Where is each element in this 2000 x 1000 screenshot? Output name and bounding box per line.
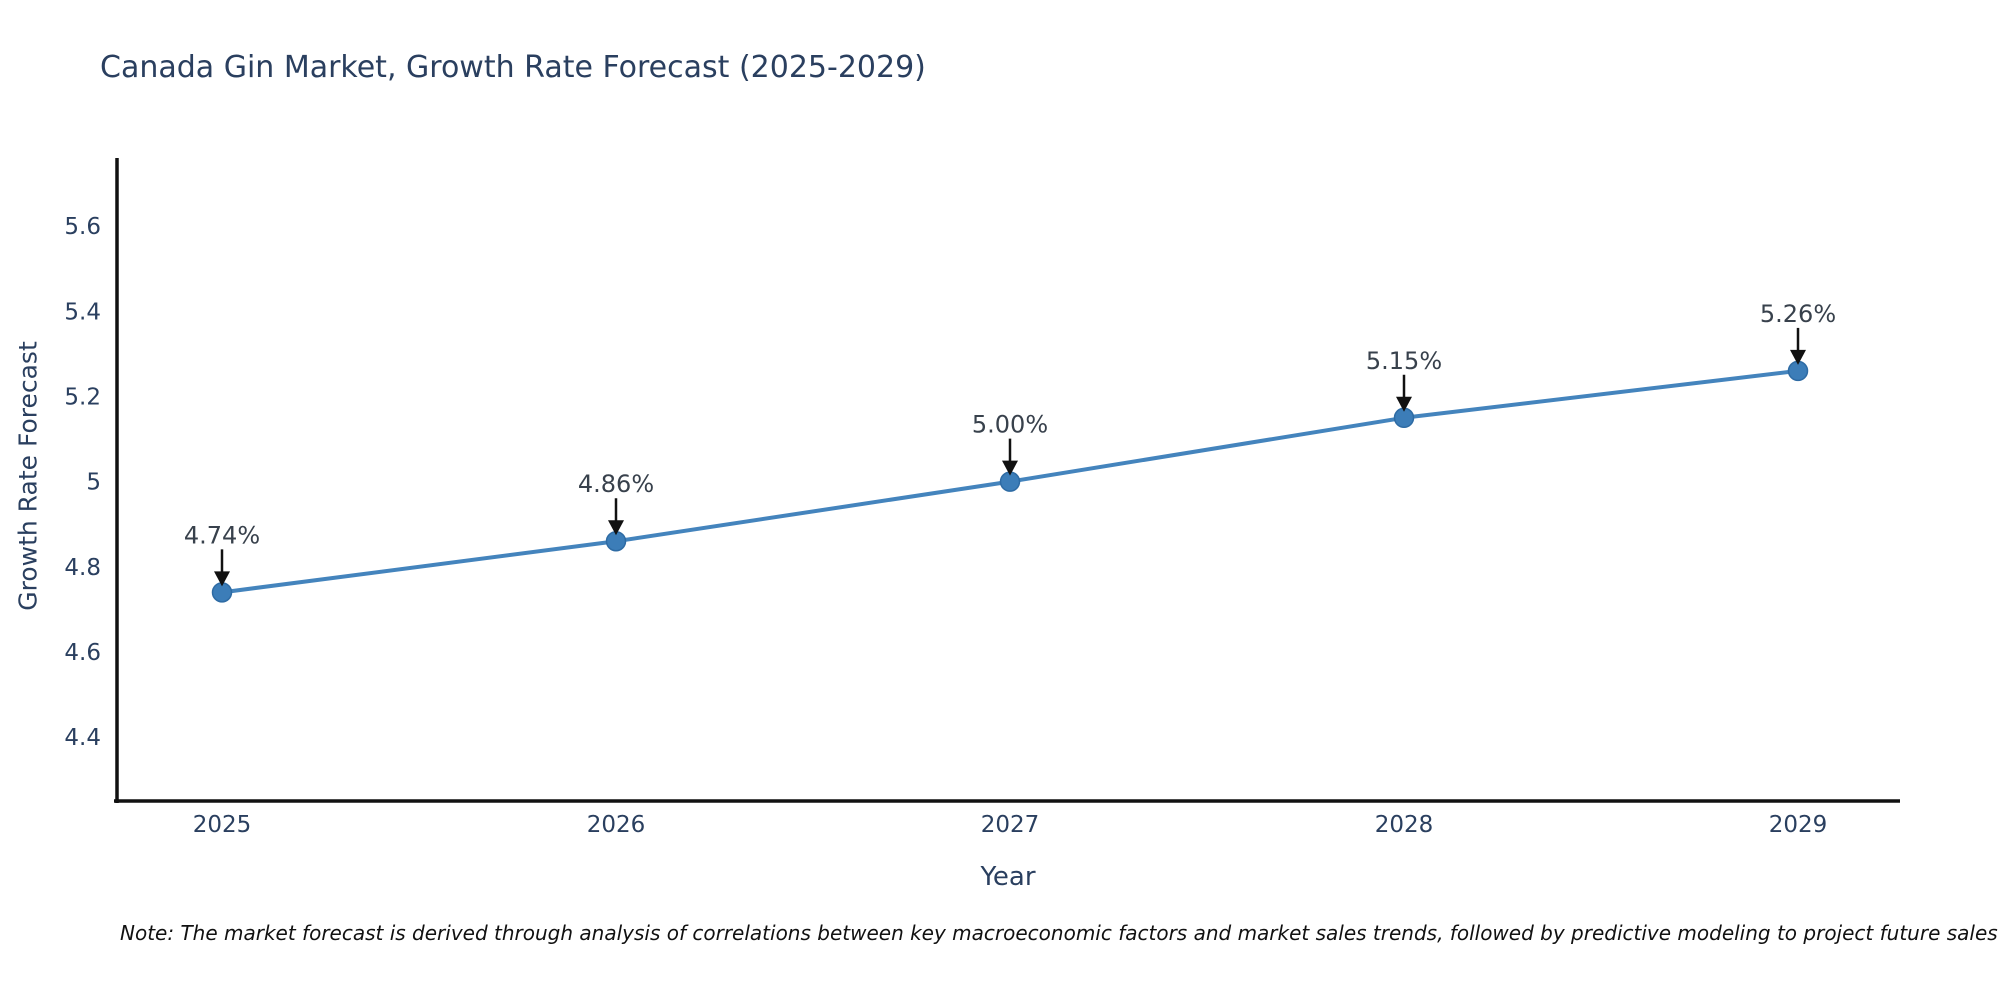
data-point-label: 4.86% bbox=[578, 470, 654, 498]
annotation-arrowhead-icon bbox=[1790, 349, 1806, 365]
data-point-label: 4.74% bbox=[184, 521, 260, 549]
x-tick-label: 2028 bbox=[1375, 812, 1434, 838]
x-axis-title: Year bbox=[980, 862, 1036, 892]
data-point-label: 5.00% bbox=[972, 411, 1048, 439]
y-tick-label: 4.6 bbox=[64, 640, 101, 666]
chart-title: Canada Gin Market, Growth Rate Forecast … bbox=[100, 50, 926, 85]
y-tick-label: 5.6 bbox=[64, 214, 101, 240]
y-tick-label: 4.8 bbox=[64, 555, 101, 581]
x-tick-label: 2025 bbox=[193, 812, 252, 838]
annotation-arrowhead-icon bbox=[1396, 396, 1412, 412]
x-tick-label: 2027 bbox=[981, 812, 1040, 838]
y-tick-label: 4.4 bbox=[64, 725, 101, 751]
data-point-label: 5.26% bbox=[1760, 300, 1836, 328]
annotation-arrowhead-icon bbox=[214, 571, 230, 587]
annotation-arrowhead-icon bbox=[1002, 460, 1018, 476]
footnote: Note: The market forecast is derived thr… bbox=[120, 921, 1998, 945]
annotation-arrowhead-icon bbox=[608, 520, 624, 536]
x-tick-label: 2029 bbox=[1769, 812, 1828, 838]
y-tick-label: 5 bbox=[86, 470, 101, 496]
y-tick-label: 5.2 bbox=[64, 384, 101, 410]
data-point-label: 5.15% bbox=[1366, 347, 1442, 375]
y-axis-title: Growth Rate Forecast bbox=[13, 341, 43, 611]
y-tick-label: 5.4 bbox=[64, 299, 101, 325]
x-tick-label: 2026 bbox=[587, 812, 646, 838]
